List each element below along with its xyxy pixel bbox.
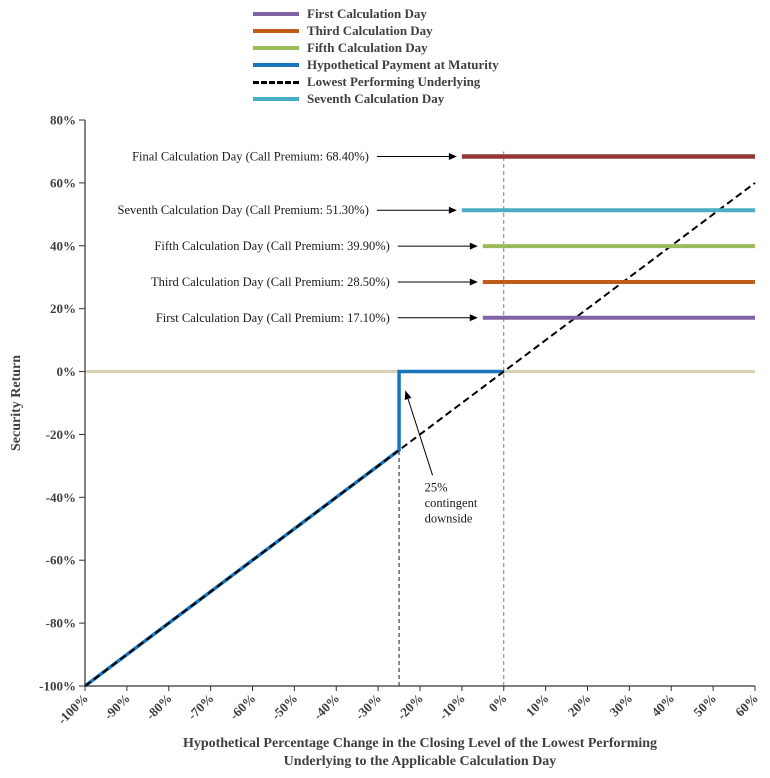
callout-arrowhead-icon bbox=[469, 242, 478, 250]
x-tick-label: -10% bbox=[436, 691, 468, 723]
callout-arrowhead-icon bbox=[469, 314, 478, 322]
legend-item: Seventh Calculation Day bbox=[253, 91, 499, 107]
legend-line-icon bbox=[253, 97, 299, 101]
legend-line-icon bbox=[253, 46, 299, 50]
x-tick-label: -70% bbox=[185, 691, 217, 723]
callout-label: Fifth Calculation Day (Call Premium: 39.… bbox=[154, 239, 389, 253]
y-tick-label: 0% bbox=[57, 364, 77, 379]
legend: First Calculation Day Third Calculation D… bbox=[253, 6, 499, 108]
y-tick-label: 20% bbox=[50, 301, 76, 316]
legend-line-icon bbox=[253, 29, 299, 33]
y-tick-label: 60% bbox=[50, 175, 76, 190]
callout-label: Final Calculation Day (Call Premium: 68.… bbox=[132, 149, 369, 163]
x-tick-label: 0% bbox=[485, 691, 509, 715]
y-axis-title: Security Return bbox=[9, 355, 24, 451]
x-tick-label: 60% bbox=[732, 691, 761, 720]
callout-arrowhead-icon bbox=[448, 152, 457, 160]
y-tick-label: -20% bbox=[46, 427, 76, 442]
note-text: 25% bbox=[425, 480, 448, 494]
note-text: downside bbox=[425, 511, 473, 525]
legend-item-label: Lowest Performing Underlying bbox=[307, 74, 481, 89]
legend-line-icon bbox=[253, 12, 299, 16]
x-tick-label: 10% bbox=[523, 691, 552, 720]
legend-item: Fifth Calculation Day bbox=[253, 40, 499, 56]
x-tick-label: -80% bbox=[143, 691, 175, 723]
x-tick-label: 30% bbox=[607, 691, 636, 720]
legend-line-icon bbox=[253, 63, 299, 67]
note-text: contingent bbox=[425, 496, 478, 510]
callout-arrowhead-icon bbox=[469, 278, 478, 286]
x-tick-label: 40% bbox=[648, 691, 677, 720]
x-axis-title-line1: Hypothetical Percentage Change in the Cl… bbox=[183, 736, 657, 751]
legend-item-label: Fifth Calculation Day bbox=[307, 40, 428, 55]
callout-label: Third Calculation Day (Call Premium: 28.… bbox=[151, 275, 390, 289]
legend-item-label: Seventh Calculation Day bbox=[307, 91, 445, 106]
series-lowest-performing-underlying bbox=[84, 182, 756, 687]
x-tick-label: -40% bbox=[310, 691, 342, 723]
x-tick-label: -30% bbox=[352, 691, 384, 723]
legend-item: Lowest Performing Underlying bbox=[253, 74, 499, 90]
x-tick-label: 20% bbox=[565, 691, 594, 720]
legend-item-label: First Calculation Day bbox=[307, 6, 427, 21]
x-tick-label: -20% bbox=[394, 691, 426, 723]
callout-label: First Calculation Day (Call Premium: 17.… bbox=[156, 311, 390, 325]
legend-item: Third Calculation Day bbox=[253, 23, 499, 39]
y-tick-label: 80% bbox=[50, 113, 76, 128]
x-tick-label: -100% bbox=[54, 691, 91, 728]
y-tick-label: -60% bbox=[46, 553, 76, 568]
y-tick-label: -100% bbox=[39, 679, 76, 694]
note-arrow-line bbox=[407, 398, 434, 476]
x-tick-label: -50% bbox=[268, 691, 300, 723]
x-axis-title-line2: Underlying to the Applicable Calculation… bbox=[284, 754, 557, 769]
legend-item-label: Third Calculation Day bbox=[307, 23, 433, 38]
y-tick-label: 40% bbox=[50, 238, 76, 253]
legend-dashed-line-icon bbox=[253, 80, 299, 84]
series-hypothetical-payment-at-maturity bbox=[83, 369, 504, 688]
note-arrowhead-icon bbox=[404, 390, 412, 401]
x-tick-label: 50% bbox=[690, 691, 719, 720]
legend-item: Hypothetical Payment at Maturity bbox=[253, 57, 499, 73]
legend-item: First Calculation Day bbox=[253, 6, 499, 22]
callout-arrowhead-icon bbox=[448, 206, 457, 214]
y-tick-label: -40% bbox=[46, 490, 76, 505]
x-tick-label: -90% bbox=[101, 691, 133, 723]
callout-label: Seventh Calculation Day (Call Premium: 5… bbox=[118, 203, 369, 217]
y-tick-label: -80% bbox=[46, 616, 76, 631]
x-tick-label: -60% bbox=[227, 691, 259, 723]
legend-item-label: Hypothetical Payment at Maturity bbox=[307, 57, 499, 72]
